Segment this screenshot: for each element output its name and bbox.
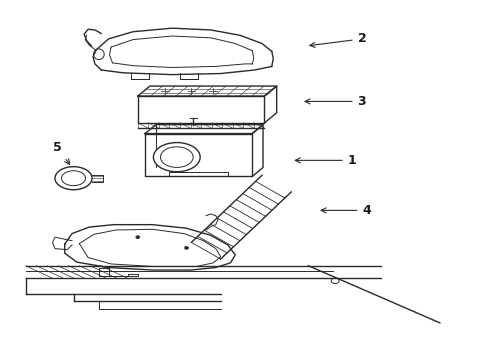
Circle shape <box>185 247 189 249</box>
Circle shape <box>136 236 140 239</box>
Text: 4: 4 <box>321 204 371 217</box>
Ellipse shape <box>94 49 104 60</box>
Ellipse shape <box>61 171 86 186</box>
Ellipse shape <box>55 167 92 190</box>
Text: 1: 1 <box>295 154 357 167</box>
Text: 5: 5 <box>53 141 70 164</box>
Circle shape <box>331 278 339 284</box>
Text: 2: 2 <box>310 32 367 48</box>
Text: 3: 3 <box>305 95 366 108</box>
Ellipse shape <box>160 147 193 167</box>
Ellipse shape <box>153 143 200 172</box>
